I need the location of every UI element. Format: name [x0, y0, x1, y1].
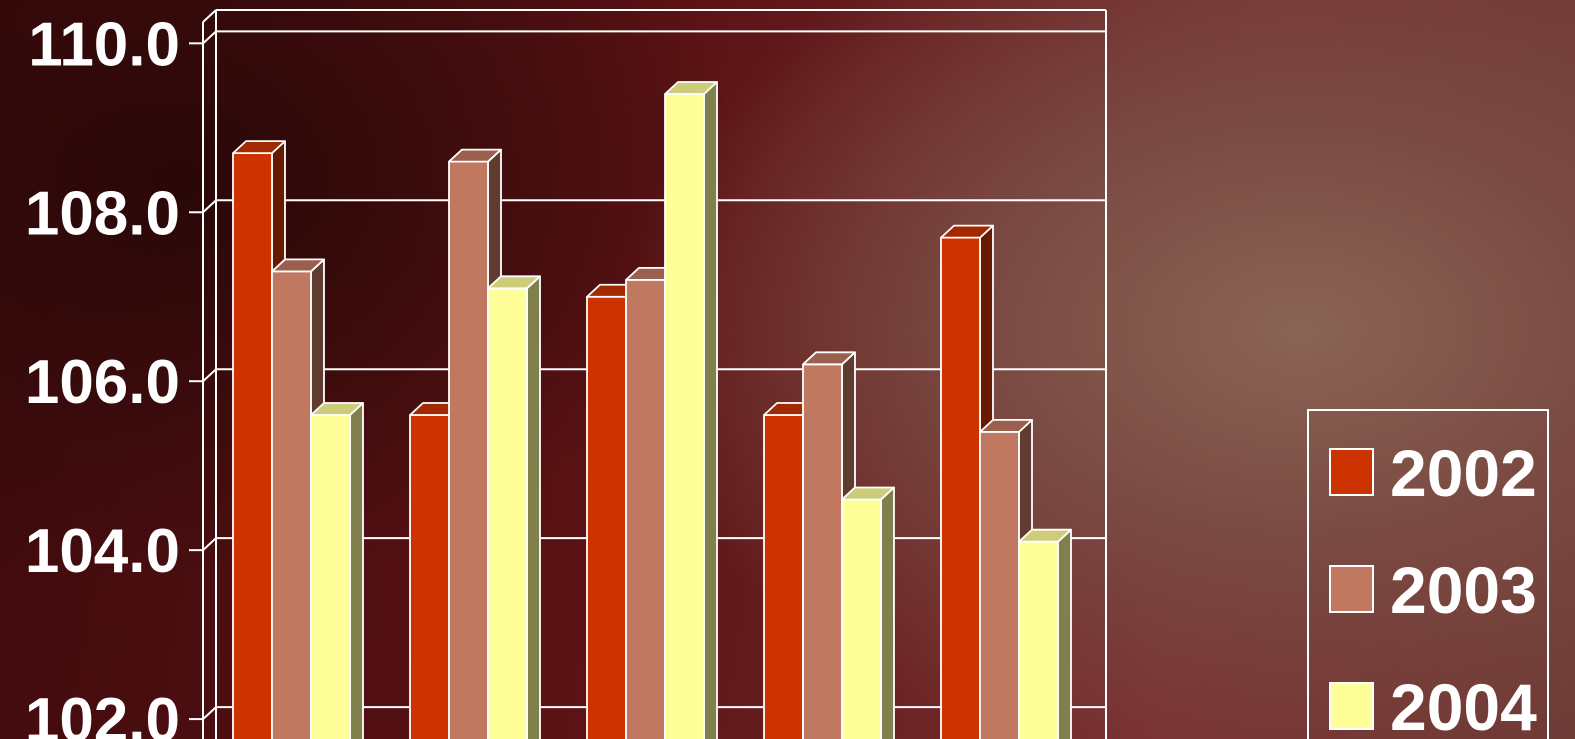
legend-swatch-2004: [1329, 682, 1374, 730]
bar-2002-5: [940, 236, 981, 739]
bar-2004-1: [310, 414, 351, 739]
bar-2004-3: [664, 93, 705, 739]
bar-2002-2: [409, 414, 450, 739]
bar-2003-3: [625, 278, 666, 739]
legend-label-2004: 2004: [1390, 670, 1537, 739]
bar-top-2004-5: [1018, 528, 1072, 543]
y-tick-label: 104.0: [25, 517, 180, 586]
bar-side-2004-5: [1057, 528, 1072, 739]
gridline-side: [202, 30, 217, 45]
bar-2002-4: [763, 414, 804, 739]
bar-2002-1: [232, 152, 273, 739]
legend: 2002 2003 2004: [1307, 409, 1549, 739]
bar-side-2004-2: [526, 275, 541, 739]
bar-2003-2: [448, 160, 489, 739]
bar-2004-4: [841, 498, 882, 739]
bar-top-2003-4: [802, 351, 856, 366]
bar-top-2003-1: [271, 258, 325, 273]
bar-top-2004-1: [310, 402, 364, 416]
bar-top-2003-5: [979, 418, 1033, 433]
bar-2003-1: [271, 270, 312, 739]
bar-side-2004-1: [349, 402, 364, 739]
bar-top-2003-2: [448, 148, 502, 163]
gridline-side: [202, 537, 217, 551]
gridline-side: [202, 706, 217, 720]
bar-top-2004-3: [664, 81, 718, 95]
bar-side-2004-4: [880, 486, 895, 739]
bar-top-2002-1: [232, 140, 286, 155]
bar-top-2004-4: [841, 486, 895, 501]
bars: [232, 81, 1072, 739]
bar-2003-5: [979, 430, 1020, 739]
bar-top-2004-2: [487, 275, 541, 290]
bar-side-2004-3: [703, 81, 718, 739]
bar-top-2002-5: [940, 224, 994, 239]
y-tick-label: 108.0: [25, 179, 180, 248]
legend-label-2003: 2003: [1390, 553, 1537, 627]
gridline-side: [202, 199, 217, 214]
bar-2004-2: [487, 287, 528, 739]
bar-2003-4: [802, 363, 843, 739]
wall-top-side: [202, 9, 217, 23]
y-tick-label: 102.0: [25, 686, 180, 739]
y-tick-label: 106.0: [25, 348, 180, 417]
bar-2002-3: [586, 295, 627, 739]
legend-label-2002: 2002: [1390, 436, 1537, 510]
bar-2004-5: [1018, 540, 1059, 739]
legend-swatch-2003: [1329, 565, 1374, 613]
y-tick-label: 110.0: [28, 10, 180, 79]
legend-swatch-2002: [1329, 448, 1374, 496]
gridline-side: [202, 368, 217, 382]
legend-box: [1307, 409, 1549, 739]
